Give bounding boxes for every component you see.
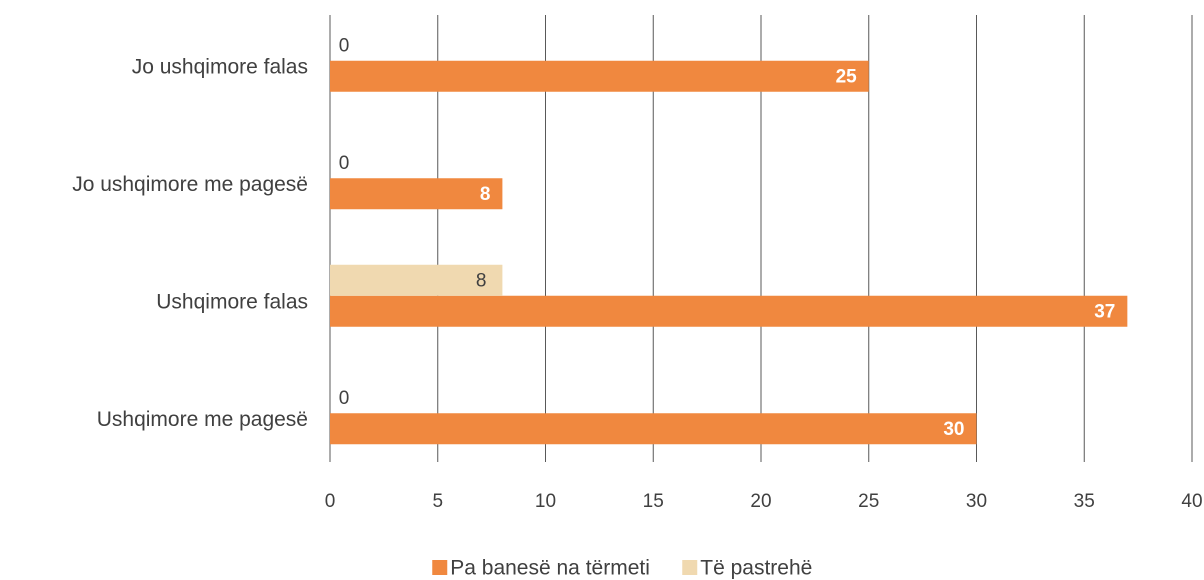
x-tick-label: 15 — [643, 491, 664, 512]
bar — [330, 295, 1128, 327]
y-tick-label: Jo ushqimore falas — [132, 55, 308, 78]
data-label: 0 — [339, 153, 350, 174]
x-tick-label: 35 — [1074, 491, 1095, 512]
bar — [330, 264, 503, 296]
data-label: 37 — [1094, 301, 1115, 322]
legend-label: Të pastrehë — [700, 557, 812, 580]
legend-swatch — [432, 560, 448, 575]
y-tick-label: Ushqimore me pagesë — [97, 408, 308, 431]
data-label: 8 — [476, 270, 487, 291]
x-tick-label: 10 — [535, 491, 556, 512]
bar — [330, 178, 503, 210]
data-label: 30 — [943, 419, 964, 440]
data-label: 0 — [339, 388, 350, 409]
x-tick-label: 5 — [432, 491, 443, 512]
bar — [330, 60, 869, 92]
x-tick-label: 0 — [325, 491, 336, 512]
data-label: 8 — [480, 184, 491, 205]
y-tick-label: Ushqimore falas — [156, 290, 308, 313]
x-tick-label: 40 — [1181, 491, 1202, 512]
data-label: 25 — [836, 66, 858, 87]
data-label: 0 — [339, 35, 350, 56]
x-tick-label: 25 — [858, 491, 879, 512]
x-tick-label: 30 — [966, 491, 987, 512]
x-tick-label: 20 — [750, 491, 771, 512]
bar — [330, 413, 977, 445]
legend-swatch — [682, 560, 698, 575]
legend-label: Pa banesë na tërmeti — [450, 557, 650, 580]
y-tick-label: Jo ushqimore me pagesë — [72, 173, 308, 196]
